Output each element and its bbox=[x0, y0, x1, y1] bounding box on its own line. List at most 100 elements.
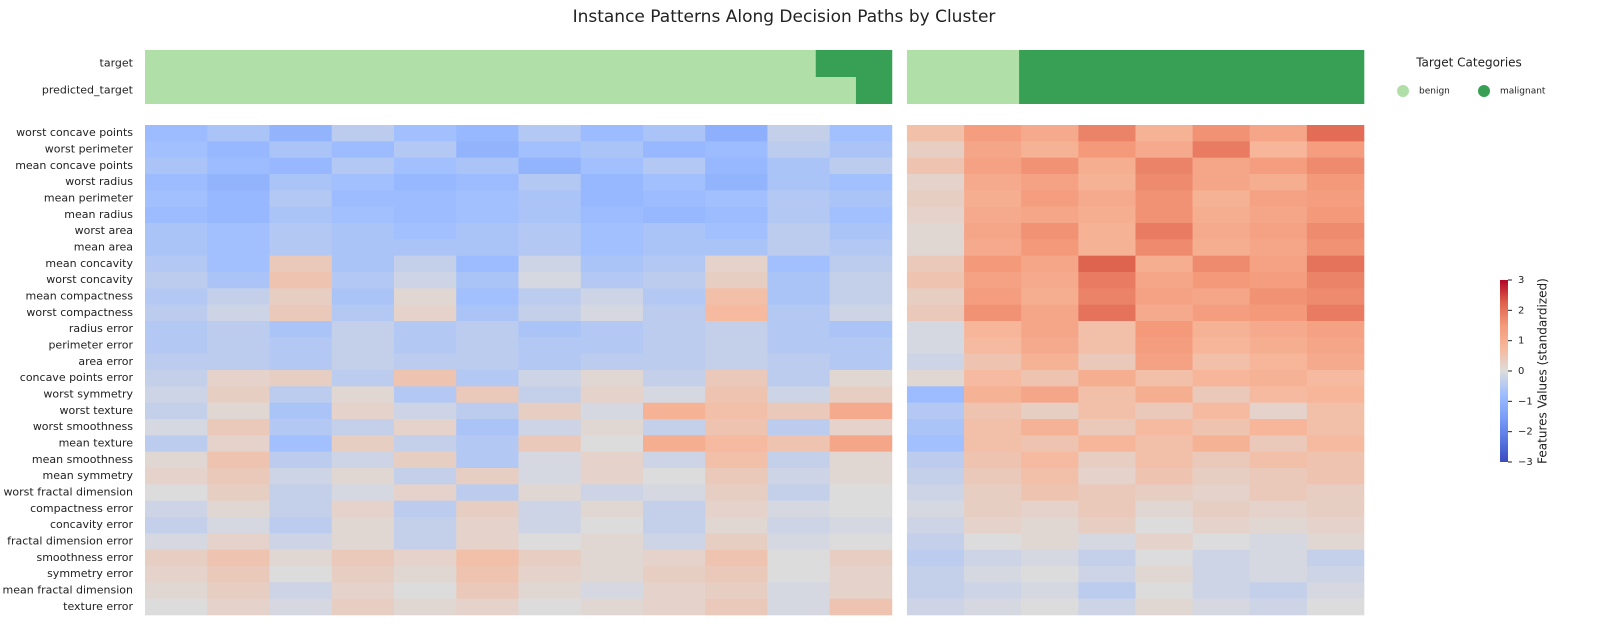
heatmap-cell bbox=[269, 386, 333, 403]
heatmap-cell bbox=[145, 174, 208, 191]
heatmap-cell bbox=[964, 304, 1022, 322]
heatmap-cell bbox=[829, 206, 893, 224]
heatmap-cell bbox=[207, 370, 270, 387]
heatmap-cell bbox=[767, 533, 831, 550]
heatmap-cell bbox=[145, 419, 208, 436]
heatmap-cell bbox=[145, 255, 208, 273]
heatmap-cell bbox=[705, 288, 768, 305]
heatmap-cell bbox=[269, 353, 333, 371]
heatmap-cell bbox=[1135, 500, 1193, 518]
heatmap-cell bbox=[1306, 353, 1365, 371]
heatmap-cell bbox=[456, 206, 519, 224]
heatmap-cell bbox=[580, 141, 644, 158]
heatmap-cell bbox=[1135, 386, 1193, 403]
heatmap-cell bbox=[207, 239, 270, 256]
heatmap-cell bbox=[456, 255, 519, 273]
heatmap-cell bbox=[829, 582, 893, 599]
heatmap-cell bbox=[767, 435, 831, 452]
heatmap-cell bbox=[393, 174, 457, 191]
heatmap-cell bbox=[1249, 582, 1308, 599]
heatmap-cell bbox=[1306, 517, 1365, 534]
heatmap-cell bbox=[269, 435, 333, 452]
heatmap-cell bbox=[580, 206, 644, 224]
heatmap-cell bbox=[1021, 353, 1079, 371]
heatmap-cell bbox=[145, 484, 208, 501]
row-label: worst compactness bbox=[26, 306, 133, 319]
heatmap-cell bbox=[456, 174, 519, 191]
chart-title: Instance Patterns Along Decision Paths b… bbox=[573, 7, 996, 27]
heatmap-cell bbox=[705, 190, 768, 207]
row-label: worst smoothness bbox=[33, 420, 133, 433]
heatmap-cell bbox=[1135, 533, 1193, 550]
heatmap-cell bbox=[829, 500, 893, 518]
heatmap-cell bbox=[767, 549, 831, 567]
heatmap-cell bbox=[207, 223, 270, 240]
heatmap-cell bbox=[145, 566, 208, 583]
heatmap-cell bbox=[705, 402, 768, 420]
heatmap-cell bbox=[1078, 370, 1136, 387]
heatmap-cell bbox=[1306, 321, 1365, 338]
row-label: concave points error bbox=[20, 371, 134, 384]
heatmap-cell bbox=[1249, 190, 1308, 207]
heatmap-cell bbox=[964, 141, 1022, 158]
heatmap-cell bbox=[642, 321, 706, 338]
heatmap-cell bbox=[331, 566, 395, 583]
heatmap-cell bbox=[331, 239, 395, 256]
heatmap-cell bbox=[331, 386, 395, 403]
heatmap-cell bbox=[705, 517, 768, 534]
heatmap-cell bbox=[518, 157, 582, 175]
row-label: radius error bbox=[69, 322, 134, 335]
heatmap-cell bbox=[1078, 255, 1136, 273]
heatmap-cell bbox=[1249, 598, 1308, 616]
heatmap-cell bbox=[269, 304, 333, 322]
heatmap-cell bbox=[456, 370, 519, 387]
annotation-segment bbox=[1019, 50, 1365, 77]
heatmap-cell bbox=[705, 484, 768, 501]
heatmap-cell bbox=[331, 304, 395, 322]
heatmap-cell bbox=[518, 141, 582, 158]
heatmap-cell bbox=[518, 370, 582, 387]
heatmap-cell bbox=[580, 484, 644, 501]
heatmap-cell bbox=[1306, 468, 1365, 485]
heatmap-cell bbox=[1135, 321, 1193, 338]
row-label: concavity error bbox=[50, 518, 134, 531]
heatmap-cell bbox=[518, 288, 582, 305]
heatmap-cell bbox=[207, 255, 270, 273]
heatmap-cell bbox=[705, 419, 768, 436]
heatmap-cell bbox=[829, 141, 893, 158]
heatmap-cell bbox=[829, 533, 893, 550]
heatmap-cell bbox=[456, 517, 519, 534]
heatmap-cell bbox=[145, 288, 208, 305]
heatmap-cell bbox=[518, 451, 582, 469]
heatmap-cell bbox=[1249, 353, 1308, 371]
heatmap-cell bbox=[145, 321, 208, 338]
heatmap-cell bbox=[1135, 370, 1193, 387]
heatmap-cell bbox=[1306, 419, 1365, 436]
heatmap-cell bbox=[269, 223, 333, 240]
heatmap-cell bbox=[1192, 566, 1251, 583]
heatmap-cell bbox=[1306, 141, 1365, 158]
heatmap-cell bbox=[331, 255, 395, 273]
heatmap-cell bbox=[1192, 321, 1251, 338]
heatmap-cell bbox=[145, 304, 208, 322]
heatmap-cell bbox=[705, 549, 768, 567]
heatmap-cell bbox=[1135, 141, 1193, 158]
heatmap-cell bbox=[1306, 370, 1365, 387]
row-label: compactness error bbox=[30, 502, 133, 515]
heatmap-cell bbox=[580, 549, 644, 567]
heatmap-cell bbox=[580, 386, 644, 403]
heatmap-cell bbox=[393, 582, 457, 599]
heatmap-cell bbox=[580, 500, 644, 518]
heatmap-cell bbox=[767, 598, 831, 616]
heatmap-cell bbox=[1021, 239, 1079, 256]
row-label: texture error bbox=[63, 600, 133, 613]
heatmap-cell bbox=[1021, 337, 1079, 354]
heatmap-cell bbox=[1021, 190, 1079, 207]
heatmap-cell bbox=[269, 206, 333, 224]
heatmap-cell bbox=[705, 174, 768, 191]
heatmap-cell bbox=[1306, 304, 1365, 322]
heatmap-cell bbox=[1306, 174, 1365, 191]
heatmap-cell bbox=[1135, 468, 1193, 485]
row-label: worst symmetry bbox=[43, 388, 133, 401]
heatmap-cell bbox=[1021, 288, 1079, 305]
